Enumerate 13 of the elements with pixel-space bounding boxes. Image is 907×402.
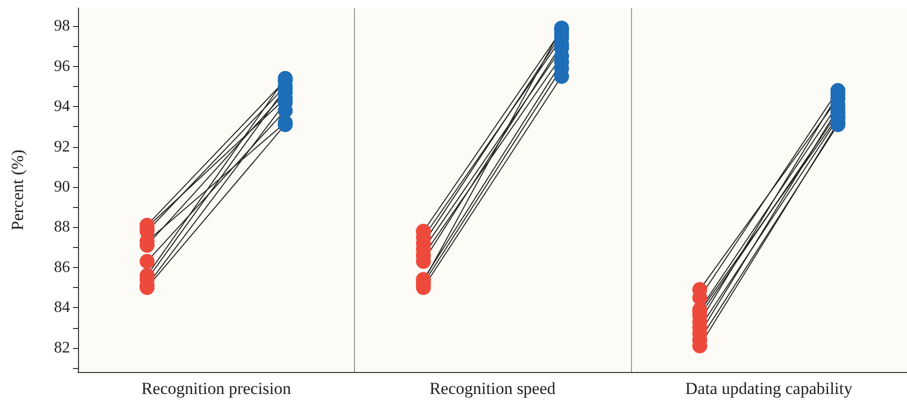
y-tick-label: 94: [54, 98, 70, 116]
y-tick-label: 88: [54, 218, 70, 236]
y-tick-label: 86: [54, 258, 70, 276]
y-tick-label: 92: [54, 138, 70, 156]
y-tick-label: 90: [54, 178, 70, 196]
text: Recognition precision: [141, 379, 292, 398]
y-tick-label: 98: [54, 18, 70, 35]
y-tick-label: 96: [54, 58, 70, 75]
y-tick-label: 84: [54, 299, 70, 316]
y-axis-title: Percent (%): [8, 150, 27, 230]
text: Recognition speed: [429, 379, 556, 398]
y-tick-label: 82: [54, 339, 70, 356]
text: Data updating capability: [685, 379, 853, 398]
